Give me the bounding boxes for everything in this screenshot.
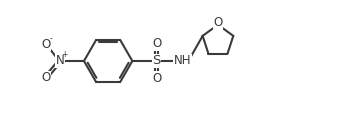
Text: NH: NH: [174, 55, 192, 67]
Text: O: O: [152, 37, 161, 50]
Text: -: -: [49, 34, 52, 43]
Text: O: O: [41, 38, 50, 51]
Text: S: S: [152, 55, 161, 67]
Text: O: O: [213, 16, 223, 29]
Text: N: N: [56, 55, 64, 67]
Text: O: O: [152, 72, 161, 85]
Text: O: O: [41, 71, 50, 84]
Text: +: +: [62, 51, 68, 59]
